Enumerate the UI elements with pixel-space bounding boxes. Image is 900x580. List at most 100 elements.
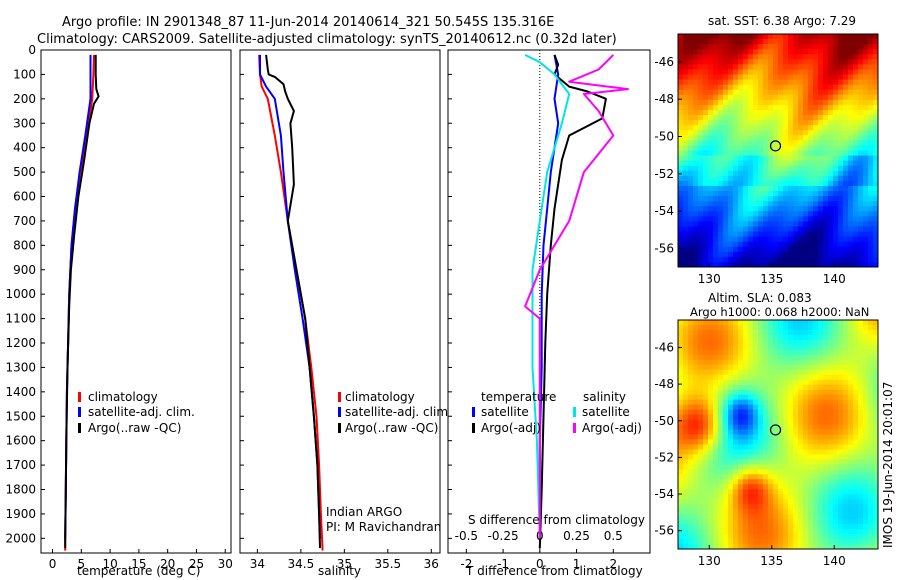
sla-cell [843, 469, 849, 475]
sst-cell [808, 236, 814, 243]
x-tick-label: 0 [49, 557, 57, 571]
sst-cell [788, 44, 794, 50]
y-tick-label: 1600 [5, 434, 36, 448]
sla-cell [838, 419, 844, 426]
sla-cell [788, 524, 794, 530]
sla-cell [788, 399, 794, 406]
sla-cell [833, 429, 839, 436]
sst-cell [723, 165, 729, 172]
sst-cell [763, 261, 769, 267]
sla-cell [718, 339, 724, 346]
sst-cell [788, 236, 794, 243]
sla-cell [798, 429, 804, 436]
sla-cell [743, 494, 749, 500]
sst-cell [723, 145, 729, 152]
sla-cell [748, 424, 754, 431]
sst-cell [733, 226, 739, 233]
sst-cell [833, 160, 839, 167]
sla-cell [778, 399, 784, 406]
sla-cell [713, 384, 719, 391]
sla-cell [838, 539, 844, 545]
sla-cell [868, 469, 874, 475]
sst-cell [843, 69, 849, 76]
sst-cell [808, 211, 814, 217]
sst-cell [863, 170, 869, 177]
x-tick-label: 1 [573, 557, 581, 571]
sst-cell [833, 165, 839, 172]
sst-cell [868, 115, 874, 121]
sst-cell [783, 49, 789, 55]
sla-cell [683, 424, 689, 431]
sla-cell [728, 509, 734, 515]
sst-cell [823, 34, 829, 40]
sst-cell [788, 79, 794, 86]
sla-cell [823, 474, 829, 480]
sst-cell [768, 165, 774, 172]
sla-cell [698, 434, 704, 441]
sla-cell [798, 324, 804, 331]
sla-cell [773, 454, 779, 460]
sst-cell [718, 79, 724, 86]
sla-cell [773, 354, 779, 361]
sla-cell [798, 320, 804, 326]
sla-cell [808, 364, 814, 371]
sst-cell [688, 84, 694, 91]
sst-cell [733, 99, 739, 106]
sst-cell [813, 84, 819, 91]
sla-cell [858, 349, 864, 356]
sla-cell [723, 389, 729, 396]
sst-cell [683, 74, 689, 81]
sst-cell [853, 246, 859, 253]
sla-cell [848, 519, 854, 525]
sla-cell [758, 504, 764, 510]
sst-cell [768, 211, 774, 217]
sla-cell [828, 524, 834, 530]
sst-cell [743, 39, 749, 45]
sst-cell [813, 226, 819, 233]
sst-cell [703, 231, 709, 238]
sla-cell [738, 369, 744, 376]
sla-cell [803, 494, 809, 500]
sla-cell [778, 329, 784, 336]
sla-cell [818, 334, 824, 341]
sla-cell [768, 524, 774, 530]
sst-cell [788, 211, 794, 217]
sst-cell [733, 246, 739, 253]
sst-cell [713, 261, 719, 267]
sst-cell [728, 246, 734, 253]
sla-cell [808, 379, 814, 386]
sst-cell [803, 170, 809, 177]
sst-cell [698, 44, 704, 50]
sla-cell [713, 404, 719, 411]
sst-cell [873, 261, 878, 267]
sla-cell [688, 359, 694, 366]
sla-cell [853, 389, 859, 396]
sst-cell [683, 236, 689, 243]
sla-cell [678, 469, 684, 475]
sst-cell [718, 39, 724, 45]
sst-cell [738, 180, 744, 187]
sla-cell [683, 364, 689, 371]
sla-cell [773, 324, 779, 331]
sst-cell [868, 175, 874, 182]
sst-cell [683, 211, 689, 217]
sst-cell [768, 185, 774, 192]
sst-cell [778, 180, 784, 187]
sst-cell [793, 104, 799, 111]
sla-cell [783, 464, 789, 470]
sst-cell [803, 34, 809, 40]
sst-cell [818, 64, 824, 71]
sla-cell [813, 419, 819, 426]
sla-cell [803, 329, 809, 336]
sst-cell [723, 191, 729, 197]
sla-cell [783, 494, 789, 500]
sst-cell [753, 160, 759, 167]
sla-cell [873, 320, 878, 326]
sst-cell [713, 246, 719, 253]
sla-cell [788, 434, 794, 441]
sst-cell [738, 64, 744, 71]
sst-cell [783, 140, 789, 147]
sla-cell [743, 489, 749, 495]
sla-cell [843, 374, 849, 381]
sst-cell [838, 84, 844, 91]
